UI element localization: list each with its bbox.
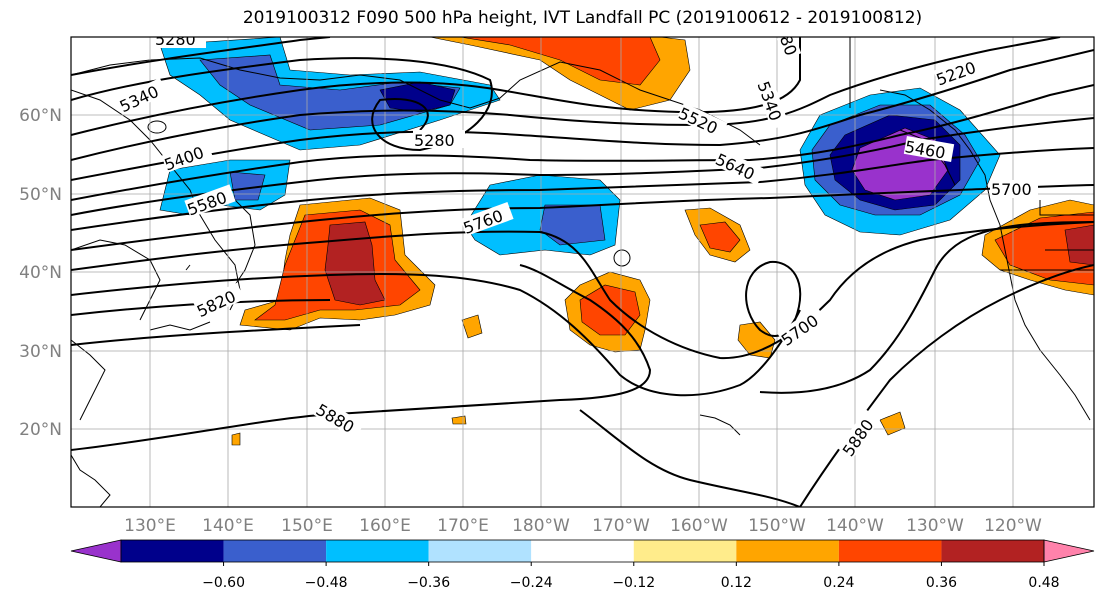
colorbar-tick-label: −0.60 — [202, 575, 245, 591]
colorbar — [70, 539, 1095, 563]
colorbar-tick-label: 0.12 — [721, 575, 752, 591]
longitude-label: 130°E — [124, 516, 176, 536]
longitude-label: 150°E — [281, 516, 333, 536]
longitude-label: 180°W — [512, 516, 570, 536]
ivt-positive-shading — [231, 37, 1094, 446]
graticule — [71, 37, 1094, 507]
contour-label: 5700 — [991, 180, 1032, 199]
height-contours — [71, 37, 1094, 507]
map-frame — [70, 36, 1095, 508]
colorbar-segment — [838, 540, 942, 562]
colorbar-segment — [121, 540, 224, 562]
colorbar-segment — [326, 540, 429, 562]
longitude-label: 160°E — [359, 516, 411, 536]
contour-label: 80 — [776, 33, 801, 59]
latitude-labels: 60°N 50°N 40°N 30°N 20°N — [19, 106, 62, 440]
latitude-label: 20°N — [19, 420, 62, 440]
longitude-label: 120°W — [984, 516, 1042, 536]
colorbar-segment — [941, 540, 1044, 562]
longitude-label: 140°E — [202, 516, 254, 536]
colorbar-extend-high — [1043, 539, 1095, 563]
colorbar-tick-labels: −0.60 −0.48 −0.36 −0.24 −0.12 0.12 0.24 0.36 0.4… — [202, 562, 1060, 591]
colorbar-extend-low — [70, 539, 122, 563]
colorbar-tick-label: −0.12 — [612, 575, 655, 591]
longitude-labels: 130°E 140°E 150°E 160°E 170°E 180°W 170°W 160°W… — [124, 516, 1042, 536]
colorbar-tick-label: −0.24 — [510, 575, 553, 591]
longitude-label: 160°W — [670, 516, 728, 536]
contour-label: 5280 — [155, 30, 196, 49]
colorbar-tick-label: 0.48 — [1028, 575, 1059, 591]
latitude-label: 30°N — [19, 342, 62, 362]
colorbar-outline — [120, 539, 1045, 563]
contour-label: 5280 — [414, 131, 455, 150]
longitude-label: 130°W — [906, 516, 964, 536]
islands — [147, 120, 741, 436]
colorbar-segment — [736, 540, 839, 562]
map-title: 2019100312 F090 500 hPa height, IVT Land… — [242, 8, 923, 28]
longitude-label: 140°W — [826, 516, 884, 536]
colorbar-tick-label: −0.36 — [407, 575, 450, 591]
longitude-label: 150°W — [748, 516, 806, 536]
colorbar-segment — [428, 540, 532, 562]
colorbar-tick-label: 0.36 — [926, 575, 957, 591]
colorbar-segment — [633, 540, 737, 562]
longitude-label: 170°E — [437, 516, 489, 536]
colorbar-tick-label: 0.24 — [823, 575, 854, 591]
colorbar-tick-label: −0.48 — [305, 575, 348, 591]
latitude-label: 40°N — [19, 263, 62, 283]
map-plot-area: 5280 5340 5400 5580 5820 5280 5760 5520 … — [71, 30, 1094, 507]
latitude-label: 50°N — [19, 185, 62, 205]
colorbar-segment — [531, 540, 634, 562]
colorbar-segment — [223, 540, 327, 562]
latitude-label: 60°N — [19, 106, 62, 126]
longitude-label: 170°W — [592, 516, 650, 536]
